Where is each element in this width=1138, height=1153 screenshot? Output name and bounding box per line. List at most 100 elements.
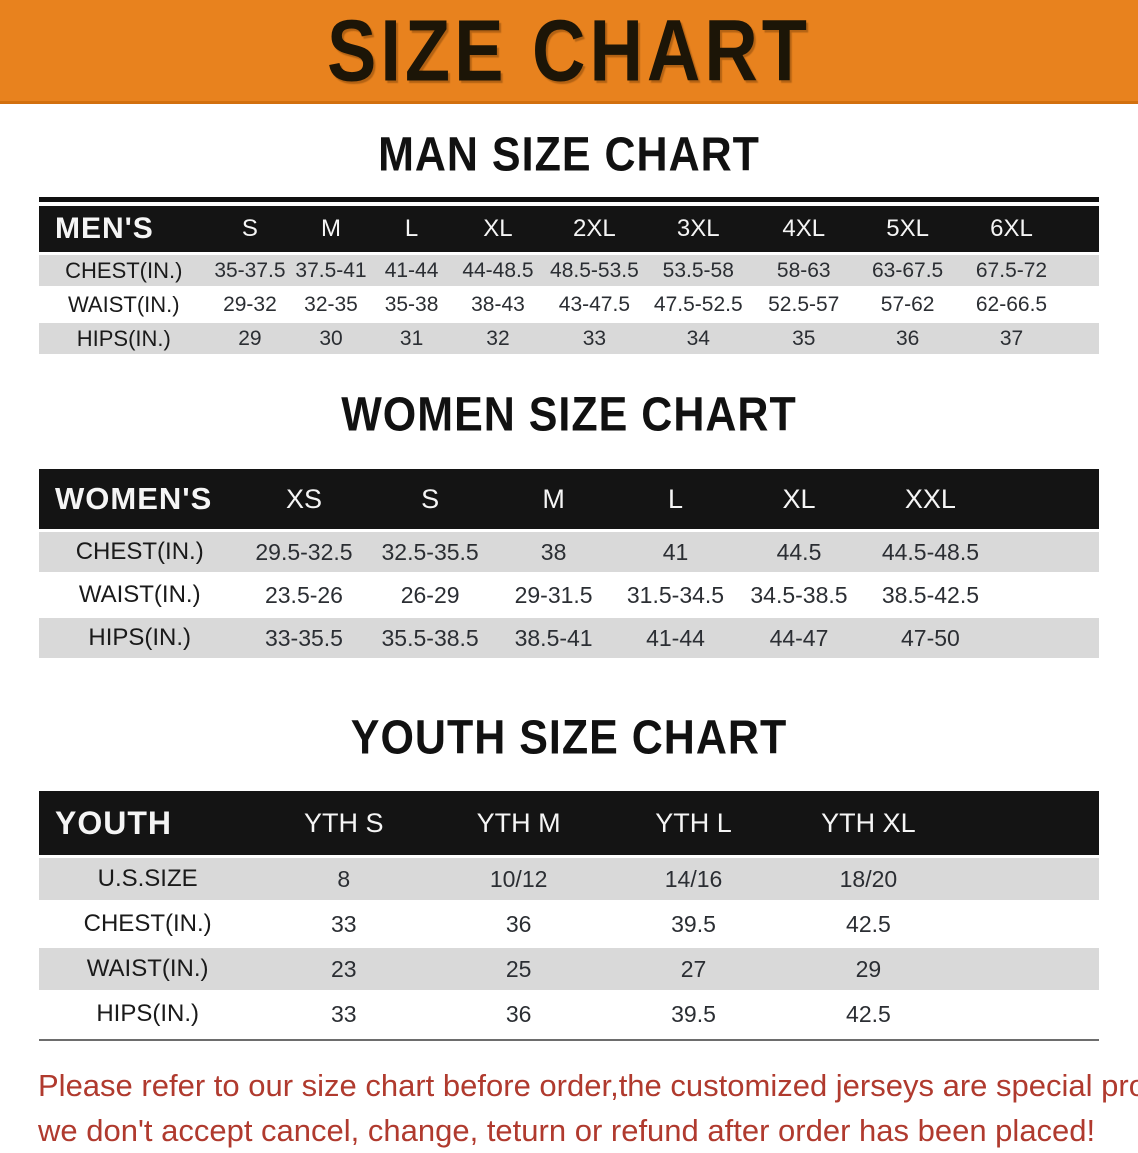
size-value: 34.5-38.5	[736, 575, 862, 615]
size-value: 44-48.5	[452, 255, 544, 286]
size-value: 27	[606, 948, 781, 990]
size-value: 36	[431, 903, 607, 945]
size-value: 53.5-58	[645, 255, 752, 286]
disclaimer-text: Please refer to our size chart before or…	[38, 1063, 1138, 1153]
size-value: 31	[370, 323, 453, 354]
youth-size-table-wrap: YOUTH YTH S YTH M YTH L YTH XL U.S.SIZE 8 10/12…	[39, 788, 1099, 1041]
size-value: 29-32	[208, 289, 292, 320]
size-value: 62-66.5	[959, 289, 1064, 320]
size-column-header: YTH M	[431, 791, 607, 855]
man-section-title: MAN SIZE CHART	[0, 104, 1138, 182]
header-filler	[1063, 206, 1099, 252]
size-header-row: MEN'S S M L XL 2XL 3XL 4XL 5XL 6XL	[39, 206, 1099, 252]
measurement-row: HIPS(IN.) 33-35.5 35.5-38.5 38.5-41 41-44 44-…	[39, 618, 1099, 658]
size-value: 31.5-34.5	[614, 575, 737, 615]
banner-title: SIZE CHART	[327, 1, 811, 100]
size-value: 32.5-35.5	[367, 532, 493, 572]
size-value: 44-47	[736, 618, 862, 658]
size-value: 35-38	[370, 289, 453, 320]
size-value: 38.5-41	[492, 618, 615, 658]
size-value: 23	[256, 948, 432, 990]
size-value: 57-62	[856, 289, 960, 320]
table-corner-label: MEN'S	[39, 206, 209, 252]
size-column-header: L	[370, 206, 453, 252]
measurement-row: HIPS(IN.) 29 30 31 32 33 34 35 36 37	[39, 323, 1099, 354]
row-filler	[999, 575, 1099, 615]
size-value: 29	[780, 948, 956, 990]
size-value: 29.5-32.5	[240, 532, 368, 572]
size-value: 33	[256, 903, 432, 945]
row-label: HIPS(IN.)	[39, 993, 257, 1035]
row-filler	[999, 618, 1099, 658]
size-value: 30	[291, 323, 371, 354]
womens-size-table: WOMEN'S XS S M L XL XXL CHEST(IN.) 29.5-32.5 32.5…	[39, 466, 1099, 661]
size-value: 38.5-42.5	[861, 575, 1000, 615]
measurement-row: CHEST(IN.) 29.5-32.5 32.5-35.5 38 41 44.5 44.5…	[39, 532, 1099, 572]
size-column-header: XS	[240, 469, 368, 529]
disclaimer-line-2: we don't accept cancel, change, teturn o…	[38, 1113, 1096, 1148]
disclaimer-line-1: Please refer to our size chart before or…	[38, 1068, 1138, 1103]
size-value: 25	[431, 948, 607, 990]
size-value: 33-35.5	[240, 618, 368, 658]
row-filler	[955, 903, 1099, 945]
size-column-header: YTH XL	[780, 791, 956, 855]
size-value: 37	[959, 323, 1064, 354]
row-label: CHEST(IN.)	[39, 532, 241, 572]
size-column-header: 3XL	[645, 206, 752, 252]
size-chart-banner: SIZE CHART	[0, 0, 1138, 104]
size-column-header: S	[208, 206, 292, 252]
size-value: 48.5-53.5	[543, 255, 646, 286]
size-value: 58-63	[751, 255, 857, 286]
size-column-header: 6XL	[959, 206, 1064, 252]
row-label: CHEST(IN.)	[39, 255, 209, 286]
size-column-header: M	[291, 206, 371, 252]
measurement-row: WAIST(IN.) 29-32 32-35 35-38 38-43 43-47.5 47.…	[39, 289, 1099, 320]
row-filler	[1063, 255, 1099, 286]
row-label: HIPS(IN.)	[39, 323, 209, 354]
mens-size-table: MEN'S S M L XL 2XL 3XL 4XL 5XL 6XL CHEST(IN.) 35-37…	[39, 203, 1099, 357]
size-value: 43-47.5	[543, 289, 646, 320]
row-filler	[999, 532, 1099, 572]
size-value: 42.5	[780, 993, 956, 1035]
table-corner-label: WOMEN'S	[39, 469, 241, 529]
size-value: 35.5-38.5	[367, 618, 493, 658]
size-value: 8	[256, 858, 432, 900]
size-value: 35	[751, 323, 857, 354]
size-value: 29	[208, 323, 292, 354]
size-value: 44.5-48.5	[861, 532, 1000, 572]
row-label: WAIST(IN.)	[39, 289, 209, 320]
size-value: 39.5	[606, 993, 781, 1035]
size-column-header: XXL	[861, 469, 1000, 529]
size-column-header: 5XL	[856, 206, 960, 252]
size-value: 10/12	[431, 858, 607, 900]
youth-section-title-text: YOUTH SIZE CHART	[350, 711, 788, 765]
size-column-header: YTH L	[606, 791, 781, 855]
row-label: U.S.SIZE	[39, 858, 257, 900]
size-value: 14/16	[606, 858, 781, 900]
size-column-header: 4XL	[751, 206, 857, 252]
size-value: 29-31.5	[492, 575, 615, 615]
size-value: 34	[645, 323, 752, 354]
measurement-row: U.S.SIZE 8 10/12 14/16 18/20	[39, 858, 1099, 900]
size-column-header: XL	[736, 469, 862, 529]
size-value: 47-50	[861, 618, 1000, 658]
size-value: 18/20	[780, 858, 956, 900]
size-value: 36	[431, 993, 607, 1035]
header-filler	[999, 469, 1099, 529]
measurement-row: WAIST(IN.) 23.5-26 26-29 29-31.5 31.5-34.5 34…	[39, 575, 1099, 615]
measurement-row: HIPS(IN.) 33 36 39.5 42.5	[39, 993, 1099, 1035]
measurement-row: CHEST(IN.) 33 36 39.5 42.5	[39, 903, 1099, 945]
size-value: 38-43	[452, 289, 544, 320]
size-value: 33	[256, 993, 432, 1035]
size-value: 35-37.5	[208, 255, 292, 286]
size-value: 63-67.5	[856, 255, 960, 286]
row-label: WAIST(IN.)	[39, 575, 241, 615]
youth-size-table: YOUTH YTH S YTH M YTH L YTH XL U.S.SIZE 8 10/12…	[39, 788, 1099, 1038]
size-value: 39.5	[606, 903, 781, 945]
size-value: 38	[492, 532, 615, 572]
mens-size-table-wrap: MEN'S S M L XL 2XL 3XL 4XL 5XL 6XL CHEST(IN.) 35-37…	[39, 197, 1099, 357]
row-label: CHEST(IN.)	[39, 903, 257, 945]
row-filler	[955, 858, 1099, 900]
women-section-title: WOMEN SIZE CHART	[0, 357, 1138, 442]
table-corner-label: YOUTH	[39, 791, 257, 855]
